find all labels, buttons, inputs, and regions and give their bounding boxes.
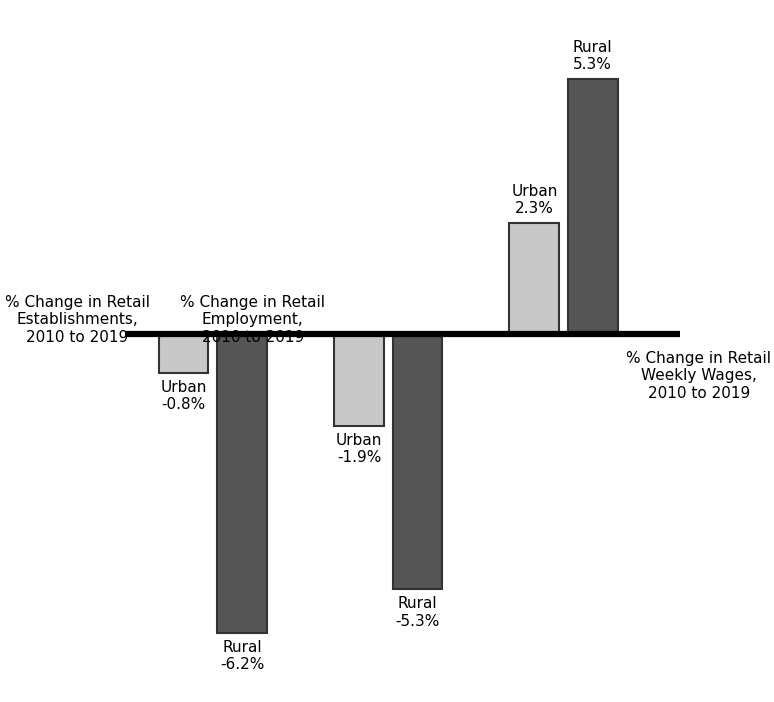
Text: Urban
2.3%: Urban 2.3% [511, 184, 557, 216]
Text: % Change in Retail
Establishments,
2010 to 2019: % Change in Retail Establishments, 2010 … [5, 295, 150, 345]
Bar [509, 223, 559, 334]
Bar [568, 79, 618, 334]
Bar [334, 334, 384, 425]
Text: % Change in Retail
Weekly Wages,
2010 to 2019: % Change in Retail Weekly Wages, 2010 to… [626, 351, 772, 401]
Text: Rural
-5.3%: Rural -5.3% [396, 597, 440, 629]
Text: Urban
-1.9%: Urban -1.9% [336, 433, 382, 465]
Bar [217, 334, 267, 633]
Text: Urban
-0.8%: Urban -0.8% [160, 380, 207, 412]
Text: Rural
5.3%: Rural 5.3% [573, 39, 612, 72]
Bar [392, 334, 442, 589]
Bar [159, 334, 208, 373]
Text: % Change in Retail
Employment,
2010 to 2019: % Change in Retail Employment, 2010 to 2… [180, 295, 325, 345]
Text: Rural
-6.2%: Rural -6.2% [220, 640, 264, 672]
